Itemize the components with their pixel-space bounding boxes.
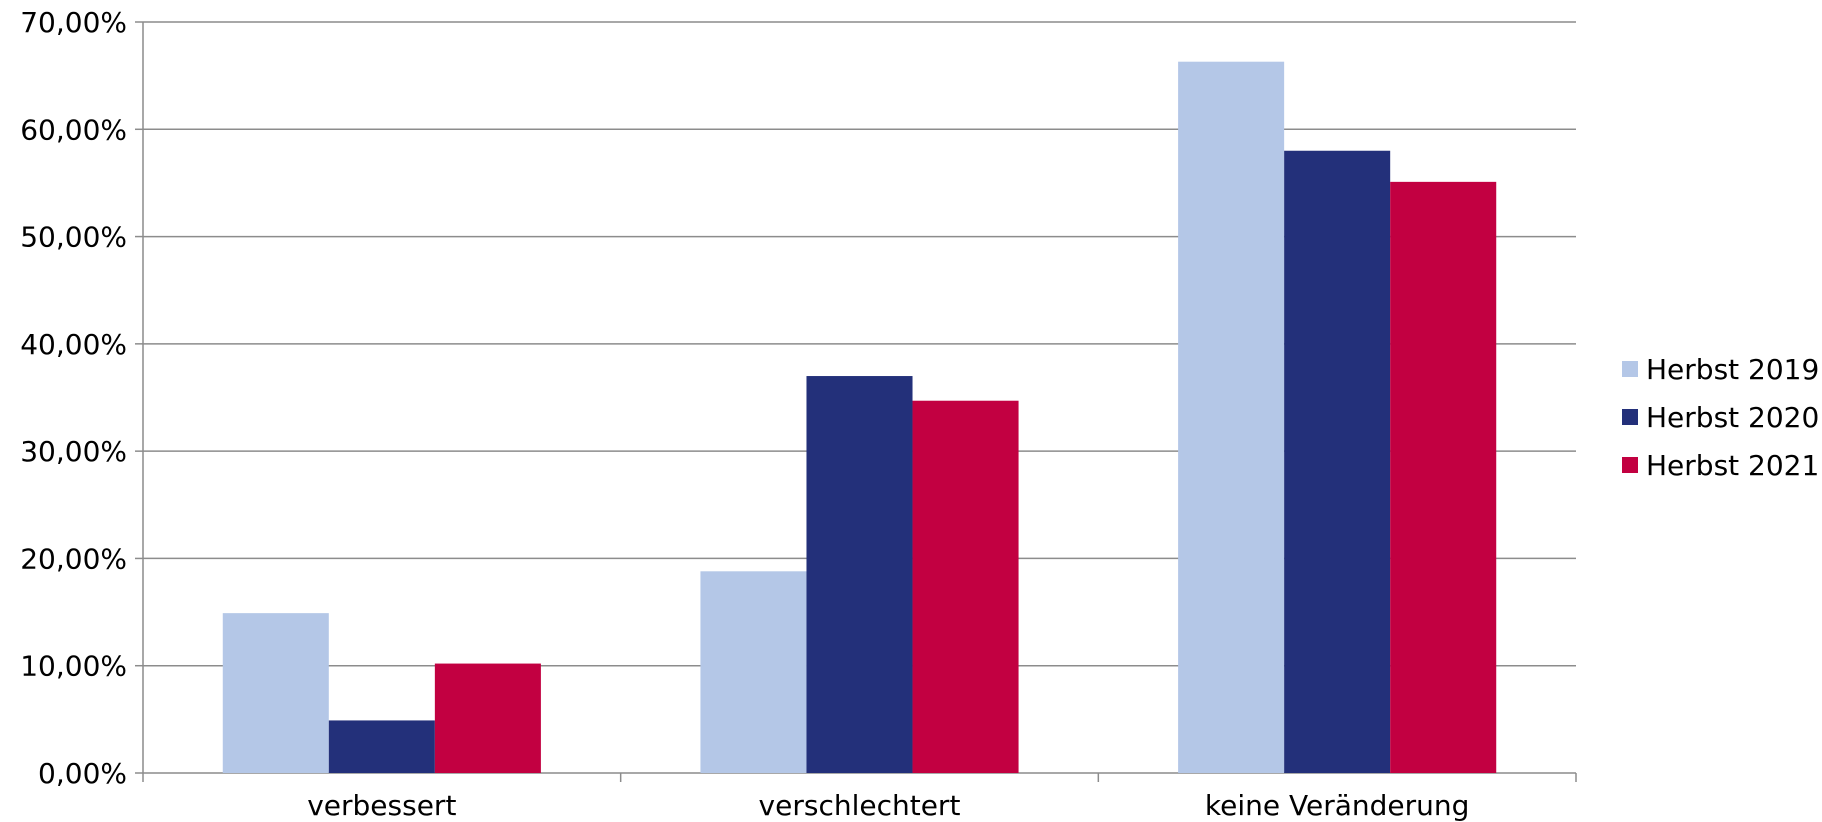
y-tick-label: 60,00% bbox=[20, 113, 127, 146]
y-tick-label: 50,00% bbox=[20, 221, 127, 254]
x-category-labels: verbessert verschlechtert keine Veränderun… bbox=[307, 789, 1469, 822]
bar bbox=[222, 613, 329, 773]
legend: Herbst 2019 Herbst 2020 Herbst 2021 bbox=[1622, 353, 1819, 482]
bar bbox=[434, 663, 541, 773]
legend-label: Herbst 2020 bbox=[1646, 401, 1819, 434]
x-category-label: keine Veränderung bbox=[1205, 789, 1470, 822]
bar bbox=[912, 400, 1019, 773]
y-tick-label: 10,00% bbox=[20, 650, 127, 683]
y-tick-labels: 0,00% 10,00% 20,00% 30,00% 40,00% 50,00% 60,00… bbox=[20, 6, 127, 790]
bar bbox=[328, 720, 435, 773]
bar bbox=[1178, 61, 1285, 773]
bar bbox=[1284, 150, 1391, 773]
legend-label: Herbst 2021 bbox=[1646, 449, 1819, 482]
legend-swatch bbox=[1622, 361, 1638, 377]
legend-swatch bbox=[1622, 457, 1638, 473]
bar bbox=[1390, 181, 1497, 773]
x-category-label: verschlechtert bbox=[759, 789, 961, 822]
legend-label: Herbst 2019 bbox=[1646, 353, 1819, 386]
y-tick-label: 0,00% bbox=[38, 757, 127, 790]
y-tick-label: 40,00% bbox=[20, 328, 127, 361]
bar bbox=[806, 376, 913, 773]
bar bbox=[700, 571, 807, 773]
y-tick-label: 20,00% bbox=[20, 542, 127, 575]
bars bbox=[222, 61, 1497, 773]
x-category-label: verbessert bbox=[307, 789, 456, 822]
legend-swatch bbox=[1622, 409, 1638, 425]
y-tick-label: 70,00% bbox=[20, 6, 127, 39]
y-tick-label: 30,00% bbox=[20, 435, 127, 468]
